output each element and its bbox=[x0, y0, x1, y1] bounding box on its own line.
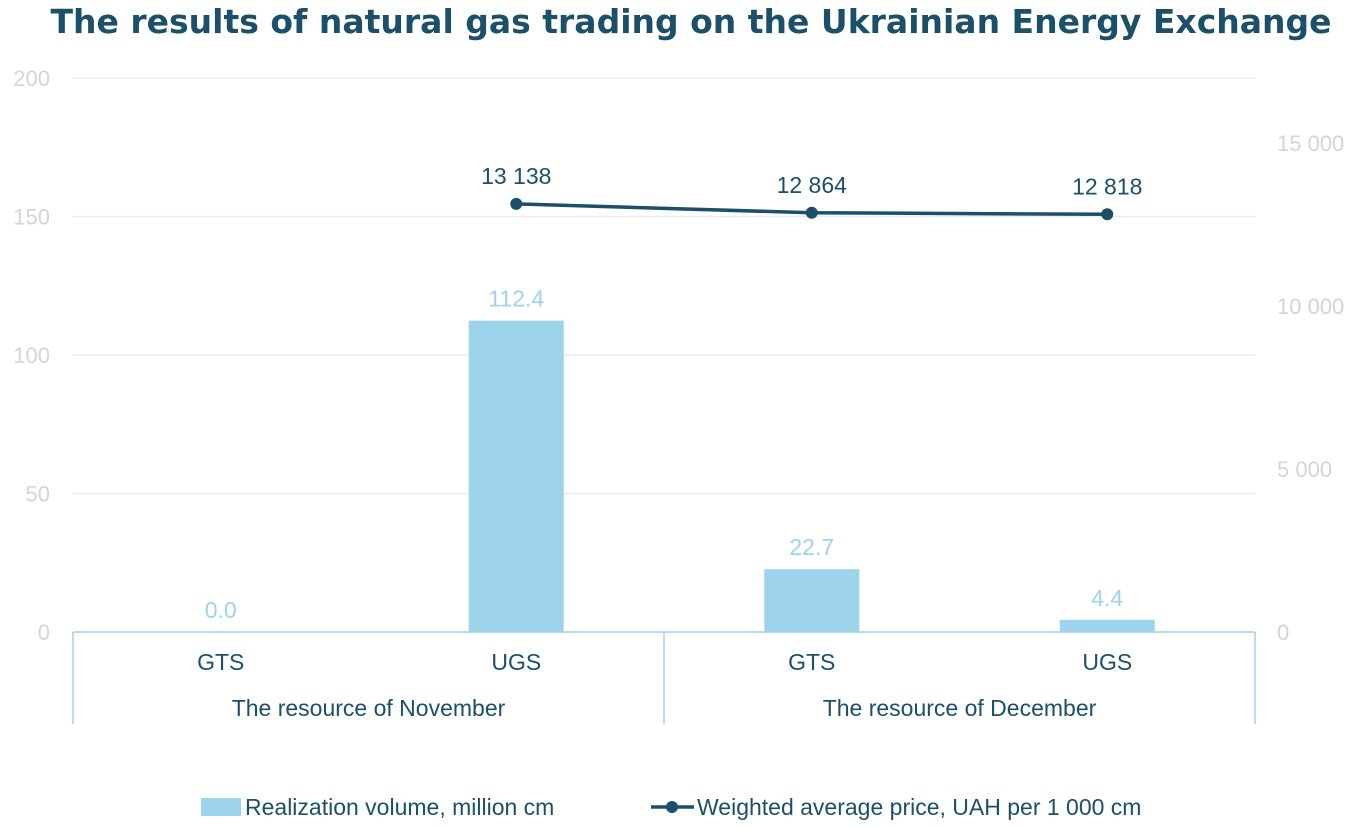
y-left-tick-label: 0 bbox=[38, 620, 50, 645]
bar bbox=[764, 569, 860, 632]
price-value-label: 13 138 bbox=[481, 163, 551, 189]
legend-label-line: Weighted average price, UAH per 1 000 cm bbox=[697, 794, 1141, 820]
x-group-label: The resource of December bbox=[823, 695, 1097, 721]
legend-swatch-bar bbox=[201, 798, 241, 816]
bar-value-label: 112.4 bbox=[488, 286, 544, 312]
legend-swatch-marker bbox=[666, 801, 678, 813]
price-value-label: 12 864 bbox=[777, 172, 848, 198]
price-value-label: 12 818 bbox=[1072, 173, 1142, 199]
y-right-tick-label: 10 000 bbox=[1277, 294, 1344, 319]
y-right-tick-label: 5 000 bbox=[1277, 457, 1332, 482]
x-group-label: The resource of November bbox=[232, 695, 506, 721]
bar-value-label: 4.4 bbox=[1091, 585, 1123, 611]
y-left-tick-label: 150 bbox=[13, 205, 50, 230]
bar-value-label: 22.7 bbox=[789, 534, 834, 560]
bar bbox=[468, 320, 564, 632]
x-tick-label: GTS bbox=[197, 649, 244, 675]
x-tick-label: UGS bbox=[1082, 649, 1132, 675]
bar bbox=[1059, 619, 1155, 632]
price-point bbox=[1101, 208, 1114, 221]
legend-label-bar: Realization volume, million cm bbox=[245, 794, 554, 820]
price-point bbox=[805, 206, 818, 219]
x-tick-label: GTS bbox=[788, 649, 835, 675]
y-left-tick-label: 100 bbox=[13, 343, 50, 368]
y-left-tick-label: 50 bbox=[26, 482, 50, 507]
price-point bbox=[510, 197, 523, 210]
y-left-tick-label: 200 bbox=[13, 66, 50, 91]
x-tick-label: UGS bbox=[491, 649, 541, 675]
y-right-tick-label: 0 bbox=[1277, 620, 1289, 645]
chart-title: The results of natural gas trading on th… bbox=[50, 2, 1331, 41]
bar-value-label: 0.0 bbox=[205, 597, 237, 623]
y-right-tick-label: 15 000 bbox=[1277, 131, 1344, 156]
